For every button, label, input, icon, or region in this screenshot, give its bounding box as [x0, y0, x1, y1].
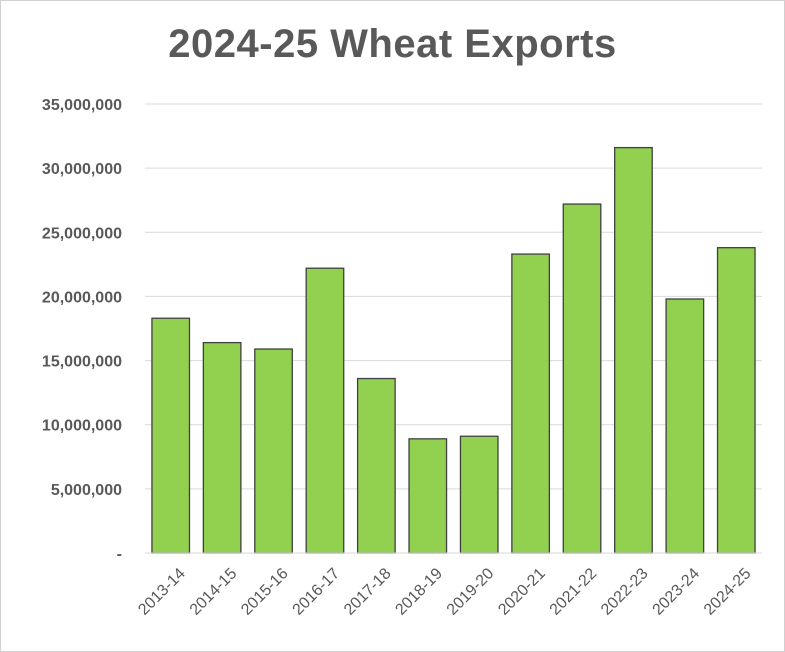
x-tick-label: 2021-22 — [547, 565, 601, 619]
bar-2022-23 — [614, 146, 653, 554]
x-tick-label: 2013-14 — [135, 565, 189, 619]
x-tick-label: 2023-24 — [650, 565, 704, 619]
x-tick-label: 2015-16 — [238, 565, 292, 619]
y-tick-label: 5,000,000 — [51, 482, 122, 499]
x-tick-label: 2020-21 — [495, 565, 549, 619]
bar-2013-14 — [151, 317, 191, 554]
bar-2015-16 — [254, 348, 293, 554]
y-tick-label: 25,000,000 — [42, 225, 122, 242]
y-axis-tick-labels: - 5,000,000 10,000,000 15,000,000 20,000,000… — [42, 97, 122, 563]
bar-2014-15 — [202, 341, 242, 554]
x-tick-label: 2017-18 — [341, 565, 395, 619]
bar-2024-25 — [716, 247, 756, 554]
y-tick-label: 20,000,000 — [42, 289, 122, 306]
x-axis-tick-labels: 2013-142014-152015-162016-172017-182018-… — [135, 565, 754, 619]
bars — [151, 146, 756, 554]
chart-title: 2024-25 Wheat Exports — [168, 22, 617, 66]
bar-2021-22 — [562, 203, 602, 554]
y-tick-label: - — [117, 546, 122, 563]
x-tick-label: 2016-17 — [290, 565, 344, 619]
x-tick-label: 2018-19 — [392, 565, 446, 619]
bar-2017-18 — [356, 377, 396, 554]
y-tick-label: 30,000,000 — [42, 161, 122, 178]
x-tick-label: 2022-23 — [598, 565, 652, 619]
y-tick-label: 10,000,000 — [42, 418, 122, 435]
y-tick-label: 15,000,000 — [42, 354, 122, 371]
bar-2018-19 — [408, 438, 448, 554]
x-tick-label: 2014-15 — [187, 565, 241, 619]
bar-2019-20 — [459, 435, 499, 554]
bar-2016-17 — [305, 267, 345, 554]
bar-2023-24 — [665, 298, 705, 554]
bar-2020-21 — [511, 253, 551, 554]
gridlines — [145, 103, 762, 490]
y-tick-label: 35,000,000 — [42, 97, 122, 114]
x-tick-label: 2024-25 — [701, 565, 755, 619]
x-tick-label: 2019-20 — [444, 565, 498, 619]
